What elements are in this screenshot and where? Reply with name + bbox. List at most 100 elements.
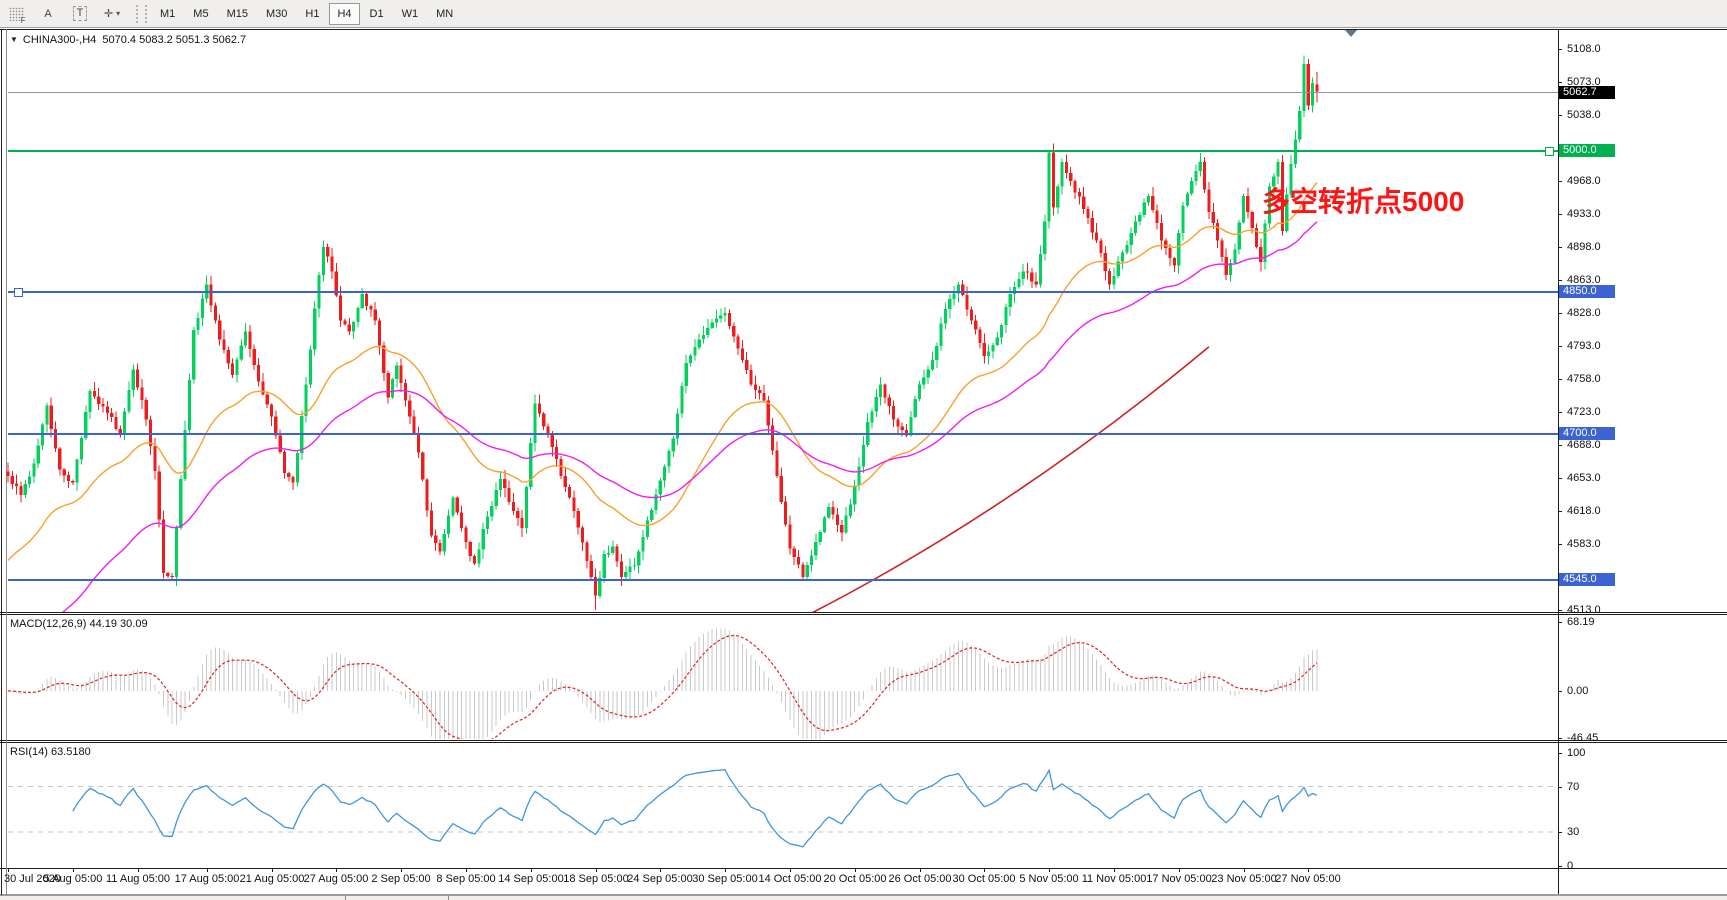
macd-axis-tick [1558,622,1562,623]
rsi-axis-label: 70 [1567,781,1580,793]
hline-5000.0[interactable] [8,150,1558,152]
date-tick-label: 27 Aug 05:00 [303,873,369,885]
chart-grid-tool-button[interactable]: F [1,3,31,25]
price-tick [1558,313,1562,314]
date-tick [920,869,921,872]
timeframe-button-MN[interactable]: MN [436,7,454,20]
date-tick [401,869,402,872]
macd-canvas[interactable] [0,615,1558,739]
date-tick-label: 17 Nov 05:00 [1146,873,1212,885]
hline-handle-5000.0[interactable] [1545,147,1554,156]
price-tick-label: 4828.0 [1567,307,1601,319]
price-tick-label: 4968.0 [1567,175,1601,187]
date-tick-label: 21 Aug 05:00 [239,873,305,885]
rsi-axis-tick [1558,832,1562,833]
hline-4545.0[interactable] [8,579,1558,581]
date-tick-label: 5 Aug 05:00 [43,873,103,885]
date-tick [596,869,597,872]
price-tick-label: 5038.0 [1567,109,1601,121]
price-tick-label: 4863.0 [1567,274,1601,286]
chevron-down-icon: ▾ [116,9,121,18]
date-axis-bottom-border [0,894,1727,895]
hline-price-tag-4545.0: 4545.0 [1559,573,1615,586]
date-tick-label: 11 Aug 05:00 [105,873,171,885]
price-tick-label: 4723.0 [1567,406,1601,418]
rsi-bottom-border [0,868,1727,869]
price-tick [1558,247,1562,248]
strip-notch [448,896,449,900]
date-tick [138,869,139,872]
symbol-dropdown-icon[interactable]: ▼ [10,35,18,44]
macd-signal-line [7,634,1318,739]
timeframe-button-H4[interactable]: H4 [329,2,360,25]
hline-4700.0[interactable] [8,433,1558,435]
chart-shift-marker-icon[interactable] [1345,30,1357,37]
chart-annotation-text[interactable]: 多空转折点5000 [1262,186,1465,217]
rsi-axis-label: 0 [1567,860,1574,872]
font-a-icon: A [44,7,52,20]
main-chart-canvas[interactable] [0,30,1558,612]
timeframe-button-M5[interactable]: M5 [193,7,209,20]
cursor-tool-button[interactable]: ✛ ▾ [97,3,127,25]
date-tick-label: 23 Nov 05:00 [1211,873,1277,885]
rsi-axis-label: 100 [1567,747,1586,759]
price-tick-label: 4653.0 [1567,472,1601,484]
text-t-icon: T [72,6,88,21]
ma-slow-line [62,221,1318,612]
panel-left-border [6,29,7,895]
rsi-axis-tick [1558,787,1562,788]
candles-series[interactable] [6,55,1319,610]
hline-handle-4850.0[interactable] [14,288,23,297]
date-tick-label: 24 Sep 05:00 [627,873,693,885]
date-tick-label: 5 Nov 05:00 [1019,873,1079,885]
date-tick [8,869,9,872]
macd-axis-tick [1558,738,1562,739]
strip-notch [345,896,346,900]
timeframe-button-group: M1 M5 M15 M30 H1 H4 D1 W1 MN [151,2,462,25]
rsi-indicator-label: RSI(14) 63.5180 [10,746,91,758]
macd-histogram [7,628,1318,739]
ma-fast-line [7,182,1318,561]
timeframe-button-D1[interactable]: D1 [369,7,384,20]
rsi-canvas[interactable] [0,743,1558,867]
macd-axis-label: 0.00 [1567,685,1589,697]
current-price-line [8,92,1558,93]
toolbar: F A T ✛ ▾ M1 M5 M15 M30 H1 H4 D1 W1 MN [0,0,1727,28]
chart-title: ▼ CHINA300-,H4 5070.4 5083.2 5051.3 5062.… [10,34,246,46]
toolbar-grip[interactable] [136,4,147,23]
price-tick [1558,610,1562,611]
date-tick [855,869,856,872]
grid-icon: F [8,6,26,25]
rsi-frame-line [0,742,1727,743]
date-tick-label: 20 Oct 05:00 [823,873,887,885]
timeframe-button-M1[interactable]: M1 [160,7,176,20]
date-tick [1114,869,1115,872]
timeframe-button-M15[interactable]: M15 [226,7,248,20]
chart-symbol-period: CHINA300-,H4 [22,34,97,46]
date-tick-label: 14 Oct 05:00 [758,873,822,885]
price-tick [1558,181,1562,182]
crosshair-icon: ✛ [103,8,114,20]
timeframe-button-W1[interactable]: W1 [401,7,419,20]
font-tool-button[interactable]: A [33,3,63,25]
price-tick [1558,379,1562,380]
price-tick-label: 5073.0 [1567,76,1601,88]
price-tick [1558,214,1562,215]
timeframe-button-H1[interactable]: H1 [305,7,320,20]
price-tick-label: 4793.0 [1567,340,1601,352]
hline-4850.0[interactable] [8,291,1558,293]
date-tick-label: 14 Sep 05:00 [498,873,564,885]
rsi-axis-tick [1558,866,1562,867]
timeframe-button-M30[interactable]: M30 [265,7,288,20]
price-tick [1558,478,1562,479]
macd-rsi-separator [0,740,1727,741]
rsi-line [72,768,1318,848]
macd-frame-line [0,614,1727,615]
price-axis-border [1558,29,1559,894]
price-tick [1558,511,1562,512]
trend-line-red[interactable] [790,346,1210,612]
date-tick [272,869,273,872]
date-tick-label: 8 Sep 05:00 [436,873,496,885]
text-tool-button[interactable]: T [65,3,95,25]
date-tick-label: 30 Jul 2020 [4,873,61,885]
